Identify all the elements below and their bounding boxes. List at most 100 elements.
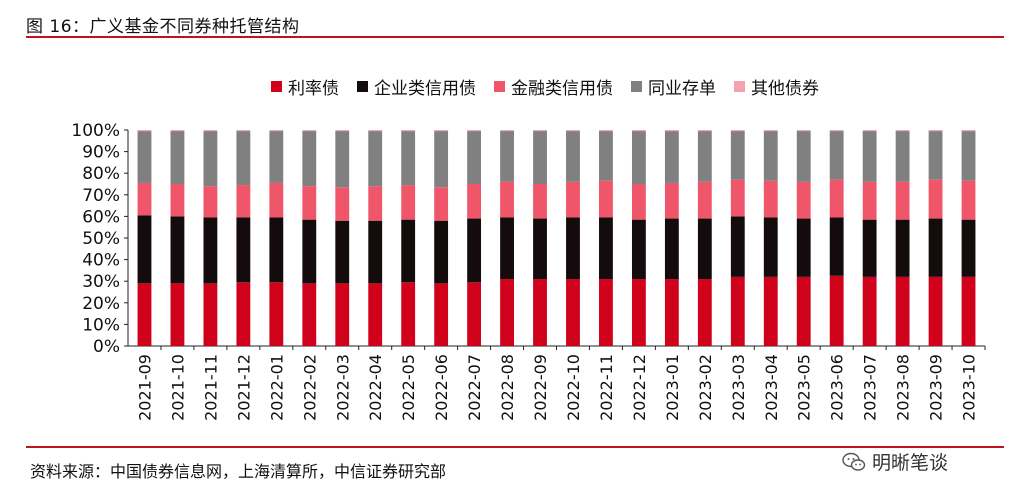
legend-swatch bbox=[271, 81, 282, 92]
bar-segment-2 bbox=[533, 218, 547, 280]
y-tick-label: 90% bbox=[82, 143, 120, 163]
bar-segment-4 bbox=[137, 131, 152, 183]
bar-segment-1 bbox=[599, 279, 613, 346]
bar-segment-4 bbox=[467, 131, 482, 184]
legend-swatch bbox=[357, 81, 368, 92]
bar-segment-3 bbox=[269, 182, 284, 218]
watermark: 明晰笔谈 bbox=[842, 448, 948, 475]
bar-segment-5 bbox=[730, 130, 745, 132]
bar-segment-1 bbox=[862, 276, 877, 346]
bar-segment-1 bbox=[566, 279, 580, 346]
bar-segment-4 bbox=[368, 131, 383, 187]
bar-segment-5 bbox=[895, 130, 910, 132]
bar-segment-5 bbox=[170, 130, 185, 132]
bar-segment-2 bbox=[236, 217, 251, 283]
bar-segment-4 bbox=[500, 131, 514, 182]
bar-segment-4 bbox=[928, 131, 943, 180]
legend-item-5: 其他债券 bbox=[734, 74, 819, 99]
x-tick-label: 2022-02 bbox=[300, 354, 319, 421]
bar-segment-4 bbox=[664, 131, 679, 183]
bar-segment-2 bbox=[730, 216, 745, 277]
bar-segment-1 bbox=[895, 276, 910, 346]
x-tick-label: 2023-04 bbox=[762, 354, 781, 421]
bar-segment-2 bbox=[269, 217, 284, 283]
bar-segment-5 bbox=[566, 130, 580, 132]
bar-segment-3 bbox=[895, 181, 910, 220]
x-tick-label: 2022-07 bbox=[465, 354, 484, 421]
x-tick-label: 2023-05 bbox=[795, 354, 814, 421]
bar-segment-4 bbox=[763, 131, 778, 181]
bar-segment-1 bbox=[170, 283, 185, 346]
legend-label: 同业存单 bbox=[648, 79, 716, 99]
bar-segment-2 bbox=[434, 220, 449, 284]
y-tick-label: 0% bbox=[93, 337, 120, 357]
bar-segment-3 bbox=[796, 181, 811, 219]
bar-segment-2 bbox=[302, 219, 317, 284]
legend-label: 金融类信用债 bbox=[511, 79, 613, 99]
bar-segment-1 bbox=[335, 283, 350, 346]
bar-segment-3 bbox=[401, 185, 416, 220]
legend-swatch bbox=[631, 81, 642, 92]
bar-segment-3 bbox=[335, 187, 350, 221]
bar-segment-4 bbox=[434, 131, 449, 188]
bar-segment-3 bbox=[170, 184, 185, 217]
bar-segment-1 bbox=[763, 276, 778, 346]
bar-segment-2 bbox=[928, 218, 943, 277]
bar-segment-4 bbox=[697, 131, 712, 182]
bar-segment-5 bbox=[434, 130, 449, 132]
bar-segment-2 bbox=[203, 217, 218, 284]
x-tick-label: 2023-07 bbox=[861, 354, 880, 421]
legend-label: 企业类信用债 bbox=[374, 79, 476, 99]
bar-segment-4 bbox=[566, 131, 580, 182]
y-tick-label: 20% bbox=[82, 294, 120, 314]
bar-segment-4 bbox=[796, 131, 811, 182]
x-tick-label: 2021-09 bbox=[135, 354, 154, 421]
x-tick-label: 2021-11 bbox=[201, 354, 220, 421]
bar-segment-4 bbox=[730, 131, 745, 180]
x-tick-label: 2023-02 bbox=[696, 354, 715, 421]
bar-segment-2 bbox=[368, 220, 383, 284]
legend-swatch bbox=[494, 81, 505, 92]
bar-segment-2 bbox=[796, 218, 811, 277]
bar-segment-1 bbox=[730, 276, 745, 346]
bar-segment-1 bbox=[631, 279, 646, 346]
bar-segment-3 bbox=[961, 180, 976, 220]
y-tick-label: 60% bbox=[82, 207, 120, 227]
bottom-divider bbox=[26, 446, 1004, 448]
bar-segment-3 bbox=[434, 187, 449, 221]
bar-segment-1 bbox=[236, 282, 251, 346]
bar-segment-3 bbox=[467, 184, 482, 219]
bar-segment-1 bbox=[401, 282, 416, 346]
bar-segment-5 bbox=[500, 130, 514, 132]
y-tick-label: 100% bbox=[71, 121, 120, 141]
bar-segment-2 bbox=[763, 217, 778, 277]
bar-segment-3 bbox=[631, 184, 646, 220]
bar-segment-4 bbox=[829, 131, 844, 180]
bar-segment-1 bbox=[697, 279, 712, 346]
bar-segment-3 bbox=[368, 186, 383, 221]
bar-segment-4 bbox=[170, 131, 185, 184]
bar-segment-5 bbox=[862, 130, 877, 132]
bar-segment-4 bbox=[862, 131, 877, 182]
x-tick-label: 2023-03 bbox=[729, 354, 748, 421]
legend-item-1: 利率债 bbox=[271, 74, 339, 99]
x-tick-label: 2022-01 bbox=[267, 354, 286, 421]
bar-segment-5 bbox=[961, 130, 976, 132]
top-divider bbox=[26, 36, 1004, 38]
bar-segment-3 bbox=[500, 181, 514, 218]
legend-swatch bbox=[734, 81, 745, 92]
figure-title: 图 16：广义基金不同券种托管结构 bbox=[26, 17, 300, 37]
legend-item-4: 同业存单 bbox=[631, 74, 716, 99]
bar-segment-1 bbox=[467, 282, 482, 346]
y-tick-label: 70% bbox=[82, 186, 120, 206]
bar-segment-2 bbox=[137, 215, 152, 284]
bar-segment-5 bbox=[467, 130, 482, 132]
bar-segment-2 bbox=[170, 216, 185, 284]
bar-segment-2 bbox=[829, 217, 844, 276]
bar-segment-1 bbox=[434, 283, 449, 346]
bar-segment-3 bbox=[236, 185, 251, 218]
bar-segment-5 bbox=[368, 130, 383, 132]
bar-segment-2 bbox=[467, 218, 482, 283]
bar-segment-1 bbox=[796, 276, 811, 346]
bar-segment-5 bbox=[796, 130, 811, 132]
